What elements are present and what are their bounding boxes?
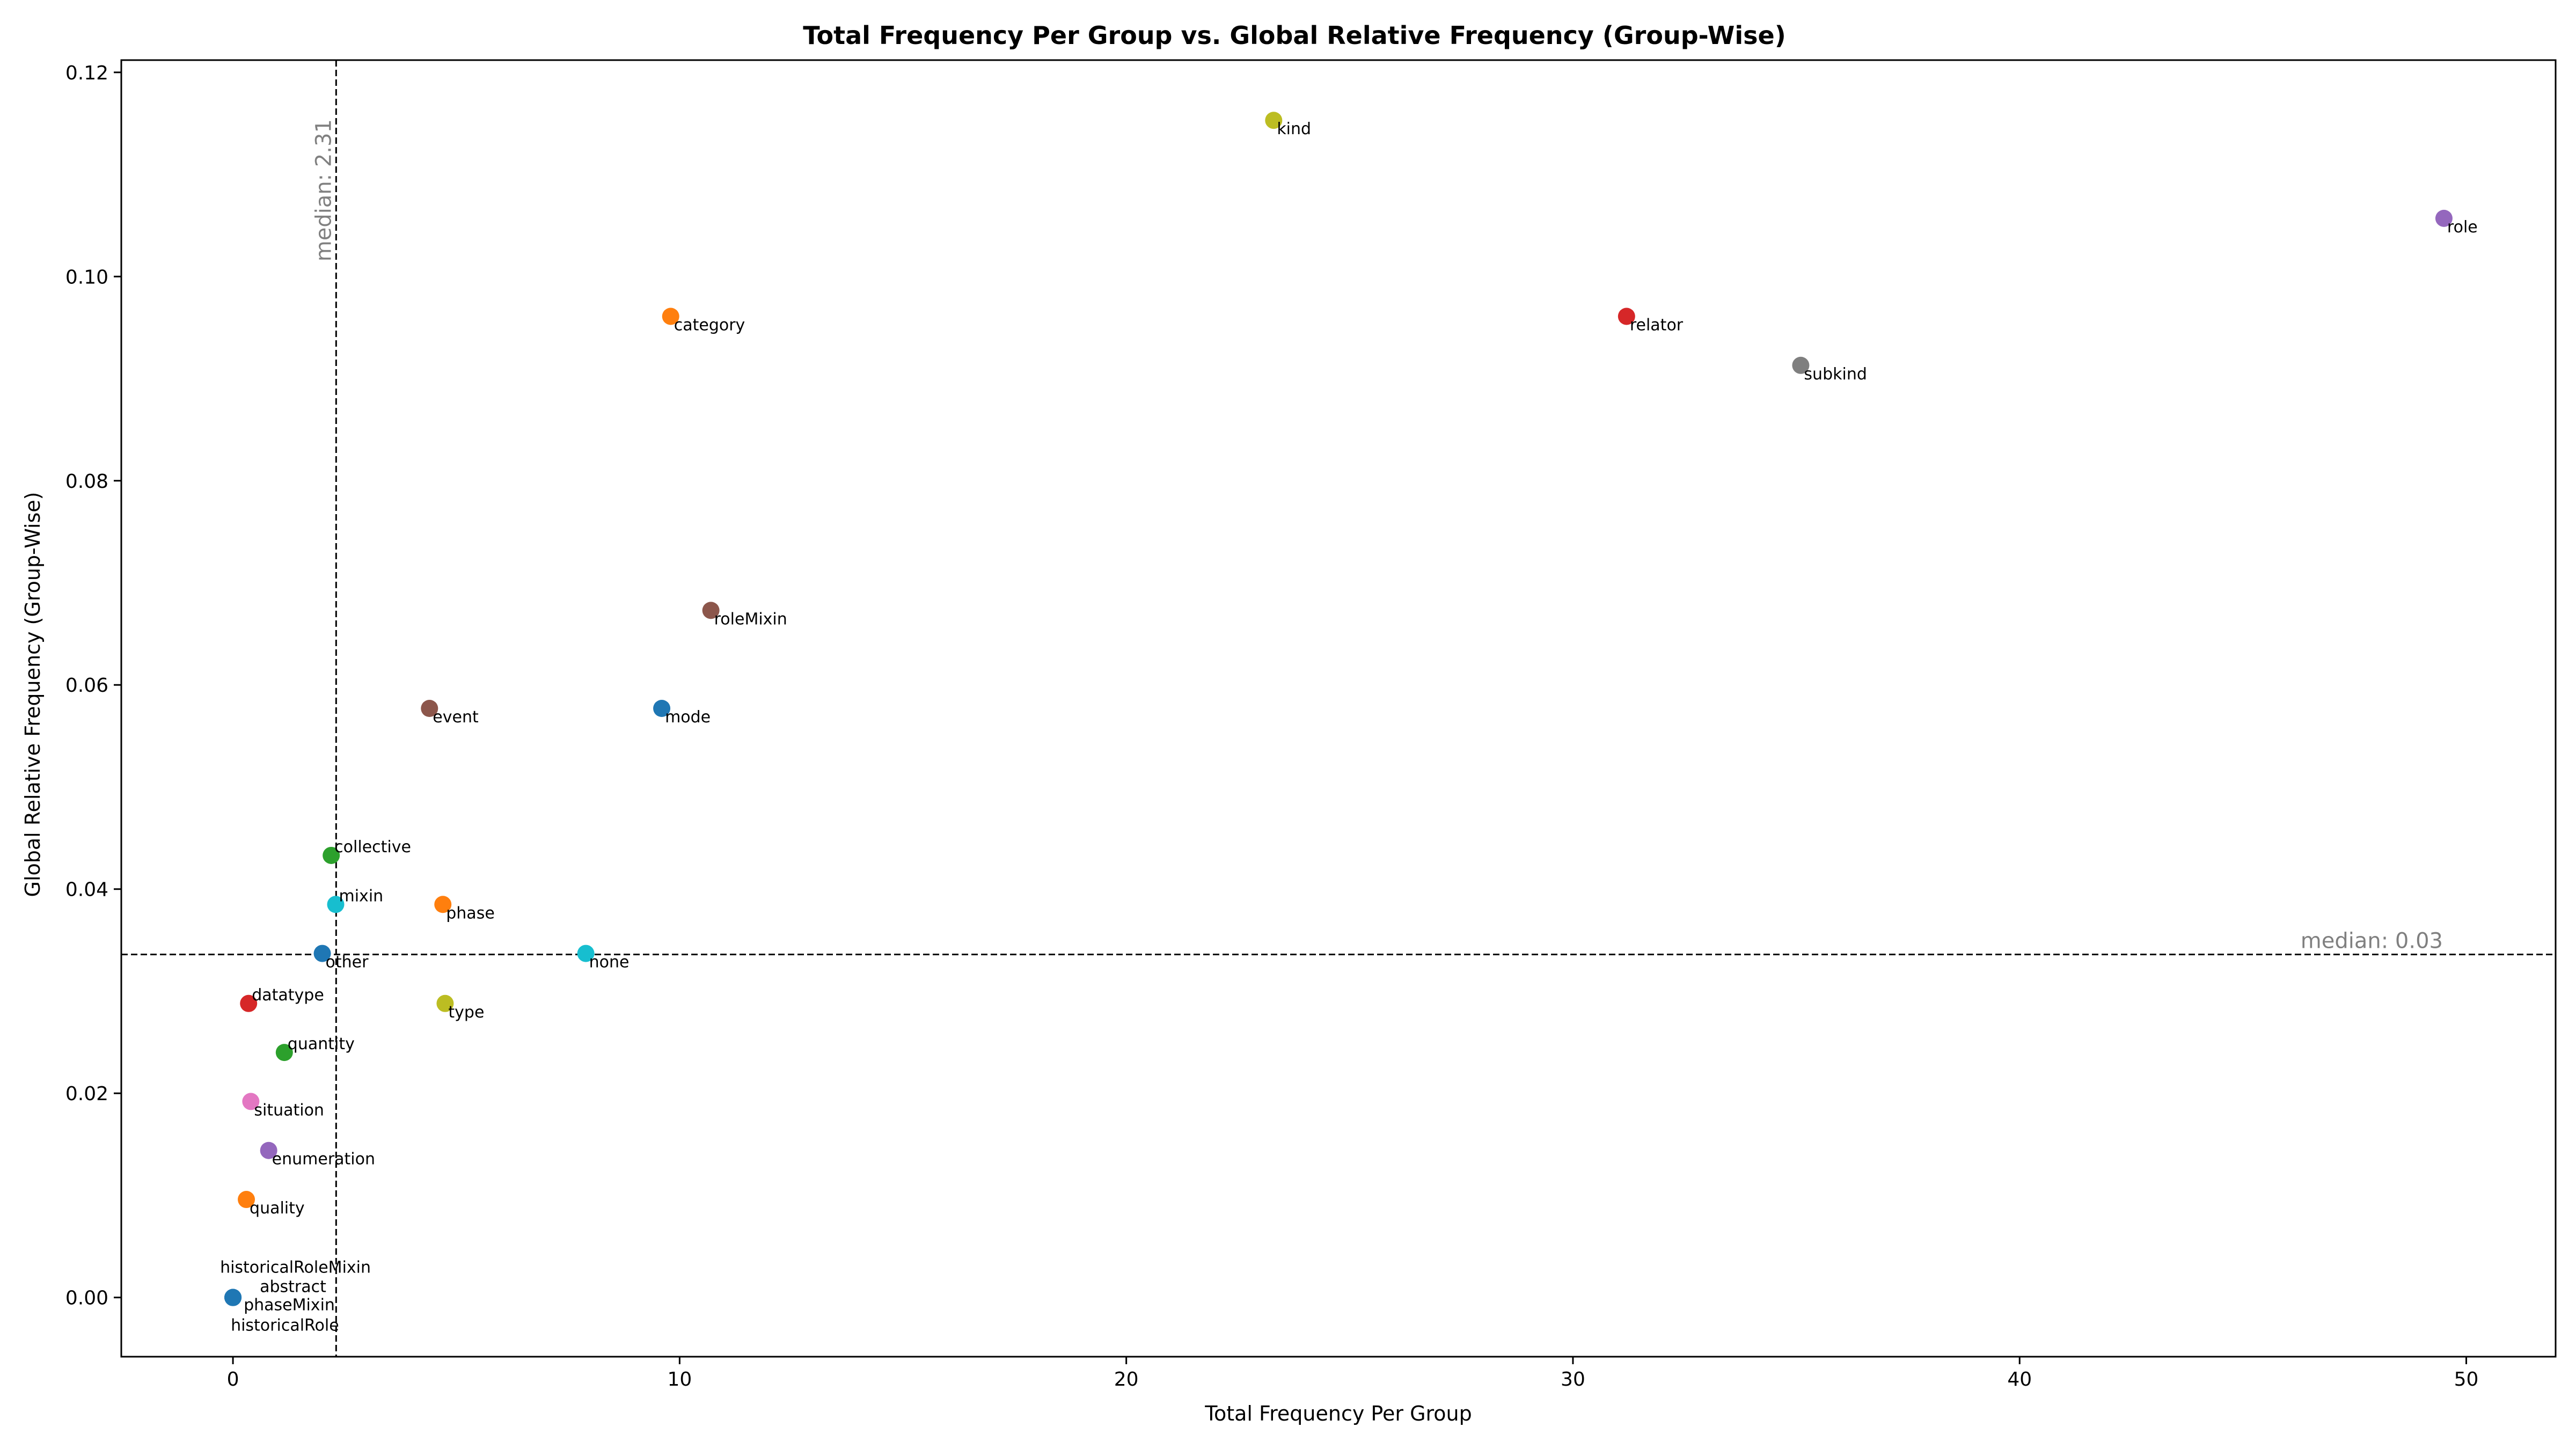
chart-title: Total Frequency Per Group vs. Global Rel… <box>803 21 1786 50</box>
x-tick-label: 40 <box>2007 1368 2032 1391</box>
data-point-quality <box>238 1191 255 1209</box>
data-point-enumeration <box>260 1141 277 1159</box>
point-label-phaseMixin: phaseMixin <box>244 1296 335 1315</box>
data-point-roleMixin <box>702 602 720 619</box>
data-point-kind <box>1265 112 1283 129</box>
median-x-label: median: 2.31 <box>311 119 336 261</box>
point-label-kind: kind <box>1277 120 1311 138</box>
x-axis-label: Total Frequency Per Group <box>1204 1402 1472 1425</box>
data-point-type <box>436 994 454 1012</box>
x-tick-label: 0 <box>227 1368 239 1391</box>
point-label-none: none <box>589 953 630 972</box>
point-label-datatype: datatype <box>252 986 324 1005</box>
x-tick-label: 50 <box>2454 1368 2479 1391</box>
point-label-role: role <box>2447 218 2478 237</box>
data-point-role <box>2435 209 2453 227</box>
data-point-relator <box>1618 308 1635 325</box>
y-tick-label: 0.10 <box>65 266 108 288</box>
point-label-abstract: abstract <box>260 1278 326 1297</box>
data-point-quantity <box>275 1044 293 1062</box>
y-tick-label: 0.00 <box>65 1287 108 1309</box>
point-label-enumeration: enumeration <box>272 1150 375 1169</box>
data-point-mixin <box>327 896 345 913</box>
data-point-historicalRole <box>224 1289 242 1306</box>
y-tick-label: 0.12 <box>65 62 108 84</box>
point-label-mixin: mixin <box>339 887 384 905</box>
y-tick-label: 0.02 <box>65 1083 108 1105</box>
data-point-mode <box>653 700 671 717</box>
point-label-historicalRoleMixin: historicalRoleMixin <box>220 1258 371 1277</box>
y-tick-label: 0.04 <box>65 879 108 901</box>
data-point-none <box>577 945 595 962</box>
data-point-other <box>313 945 331 962</box>
point-label-situation: situation <box>254 1101 324 1119</box>
point-label-event: event <box>433 708 479 727</box>
median-y-label: median: 0.03 <box>2301 928 2443 953</box>
x-tick-label: 30 <box>1561 1368 1585 1391</box>
data-point-collective <box>323 846 340 864</box>
point-label-quantity: quantity <box>288 1035 355 1053</box>
data-point-category <box>662 308 679 325</box>
point-label-type: type <box>448 1003 484 1022</box>
data-point-situation <box>242 1093 260 1110</box>
y-tick-label: 0.06 <box>65 675 108 697</box>
point-label-phase: phase <box>446 904 495 923</box>
point-label-quality: quality <box>250 1199 305 1218</box>
plot-area: median: 2.31 median: 0.03 kind role category… <box>65 59 2557 1391</box>
point-label-category: category <box>674 316 745 334</box>
data-point-phase <box>434 896 452 913</box>
point-label-mode: mode <box>665 708 711 727</box>
y-axis-label: Global Relative Frequency (Group-Wise) <box>21 492 45 897</box>
data-point-event <box>421 700 438 717</box>
point-label-roleMixin: roleMixin <box>714 610 787 628</box>
x-tick-label: 20 <box>1114 1368 1139 1391</box>
data-point-datatype <box>240 994 258 1012</box>
point-label-other: other <box>326 953 369 972</box>
data-point-subkind <box>1792 356 1810 374</box>
point-label-collective: collective <box>334 838 411 857</box>
point-label-historicalRole: historicalRole <box>231 1316 339 1335</box>
plot-frame <box>120 59 2557 1358</box>
point-label-relator: relator <box>1630 316 1684 334</box>
x-tick-label: 10 <box>667 1368 692 1391</box>
y-tick-label: 0.08 <box>65 471 108 493</box>
point-label-subkind: subkind <box>1804 365 1867 384</box>
